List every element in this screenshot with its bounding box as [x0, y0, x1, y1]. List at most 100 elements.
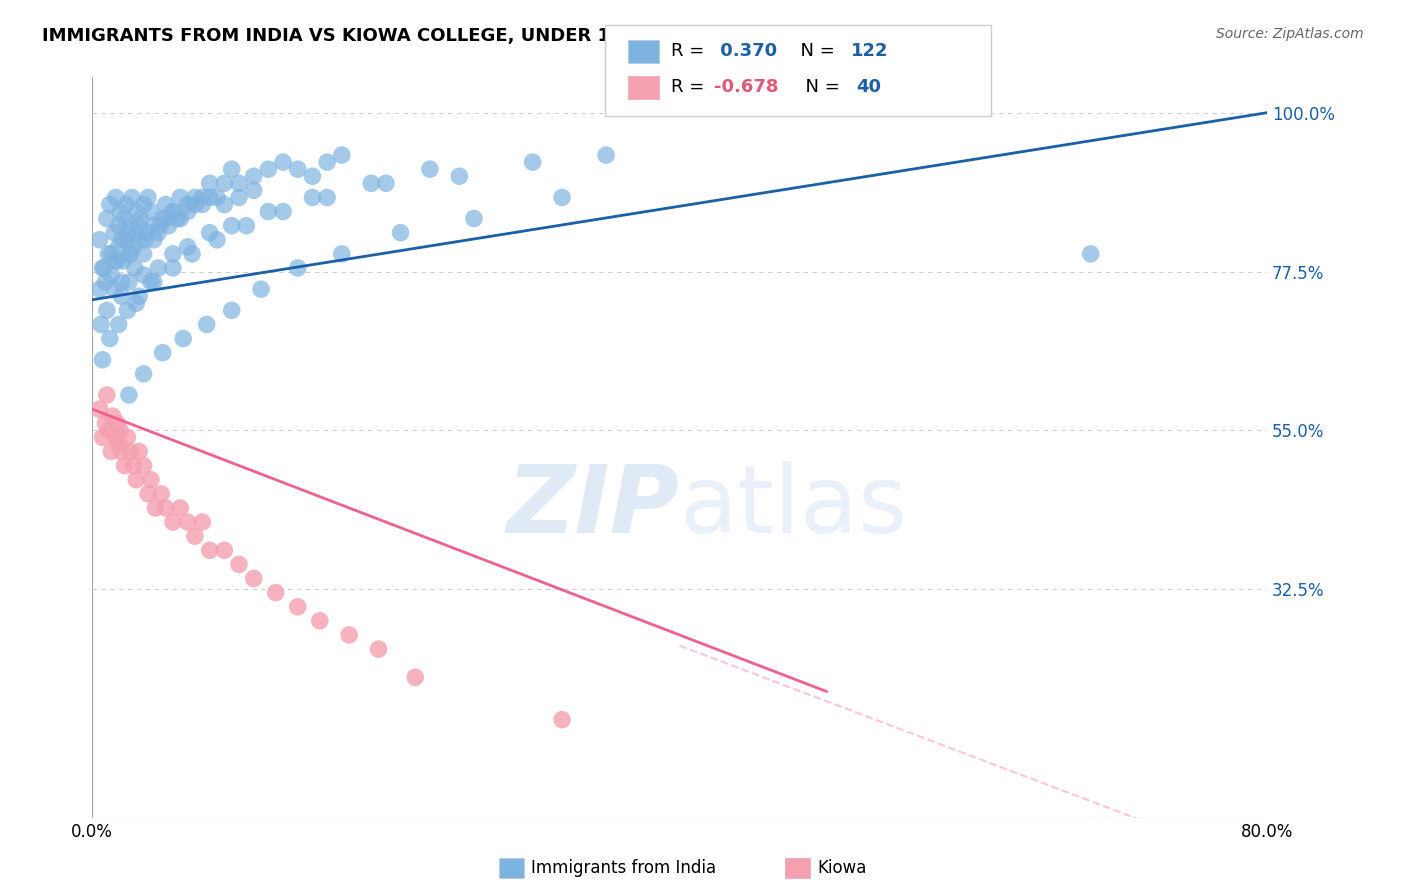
- Text: 0.370: 0.370: [714, 42, 778, 60]
- Point: [316, 190, 339, 204]
- Text: Kiowa: Kiowa: [817, 859, 866, 877]
- Point: [117, 430, 139, 444]
- Point: [551, 190, 574, 204]
- Point: [214, 543, 236, 558]
- Point: [125, 296, 148, 310]
- Point: [125, 473, 148, 487]
- Point: [89, 233, 111, 247]
- Point: [136, 226, 159, 240]
- Point: [308, 614, 330, 628]
- Point: [169, 211, 191, 226]
- Point: [132, 268, 155, 282]
- Point: [100, 247, 122, 261]
- Point: [181, 247, 204, 261]
- Point: [98, 332, 121, 346]
- Point: [100, 268, 122, 282]
- Point: [184, 190, 207, 204]
- Point: [221, 303, 243, 318]
- Point: [108, 204, 131, 219]
- Point: [121, 190, 143, 204]
- Point: [124, 260, 146, 275]
- Point: [143, 500, 166, 515]
- Point: [198, 543, 221, 558]
- Point: [214, 176, 236, 190]
- Point: [107, 437, 129, 451]
- Point: [128, 233, 150, 247]
- Point: [90, 318, 112, 332]
- Point: [118, 275, 141, 289]
- Point: [94, 275, 117, 289]
- Point: [184, 529, 207, 543]
- Point: [155, 500, 177, 515]
- Text: atlas: atlas: [679, 461, 908, 553]
- Point: [128, 444, 150, 458]
- Point: [367, 642, 389, 657]
- Point: [301, 190, 323, 204]
- Point: [449, 169, 471, 184]
- Point: [118, 247, 141, 261]
- Point: [91, 260, 114, 275]
- Point: [152, 345, 174, 359]
- Point: [122, 458, 145, 473]
- Point: [96, 388, 118, 402]
- Point: [242, 183, 264, 197]
- Point: [264, 585, 287, 599]
- Point: [110, 275, 132, 289]
- Point: [104, 190, 127, 204]
- Point: [110, 289, 132, 303]
- Point: [214, 197, 236, 211]
- Point: [127, 226, 149, 240]
- Point: [198, 190, 221, 204]
- Point: [91, 430, 114, 444]
- Point: [152, 211, 174, 226]
- Point: [100, 444, 122, 458]
- Point: [104, 430, 127, 444]
- Point: [228, 558, 250, 572]
- Point: [205, 233, 228, 247]
- Point: [107, 240, 129, 254]
- Point: [287, 260, 309, 275]
- Point: [115, 197, 138, 211]
- Text: ZIP: ZIP: [506, 461, 679, 553]
- Point: [142, 233, 165, 247]
- Point: [122, 240, 145, 254]
- Point: [221, 219, 243, 233]
- Point: [139, 204, 162, 219]
- Text: Immigrants from India: Immigrants from India: [531, 859, 717, 877]
- Point: [271, 155, 294, 169]
- Point: [97, 247, 120, 261]
- Point: [132, 197, 155, 211]
- Point: [118, 388, 141, 402]
- Point: [404, 670, 426, 684]
- Point: [191, 515, 214, 529]
- Point: [136, 487, 159, 501]
- Point: [149, 219, 172, 233]
- Point: [250, 282, 273, 296]
- Point: [169, 500, 191, 515]
- Point: [198, 226, 221, 240]
- Text: Source: ZipAtlas.com: Source: ZipAtlas.com: [1216, 27, 1364, 41]
- Point: [96, 211, 118, 226]
- Point: [117, 226, 139, 240]
- Point: [120, 444, 142, 458]
- Point: [142, 275, 165, 289]
- Text: IMMIGRANTS FROM INDIA VS KIOWA COLLEGE, UNDER 1 YEAR CORRELATION CHART: IMMIGRANTS FROM INDIA VS KIOWA COLLEGE, …: [42, 27, 891, 45]
- Text: N =: N =: [794, 78, 846, 95]
- Point: [257, 204, 280, 219]
- Point: [132, 458, 155, 473]
- Point: [191, 197, 214, 211]
- Point: [176, 240, 198, 254]
- Point: [91, 352, 114, 367]
- Point: [419, 162, 441, 177]
- Point: [235, 219, 257, 233]
- Point: [198, 176, 221, 190]
- Point: [103, 226, 125, 240]
- Point: [142, 219, 165, 233]
- Point: [287, 162, 309, 177]
- Point: [1080, 247, 1102, 261]
- Point: [176, 515, 198, 529]
- Point: [162, 260, 184, 275]
- Point: [184, 197, 207, 211]
- Point: [128, 219, 150, 233]
- Point: [316, 155, 339, 169]
